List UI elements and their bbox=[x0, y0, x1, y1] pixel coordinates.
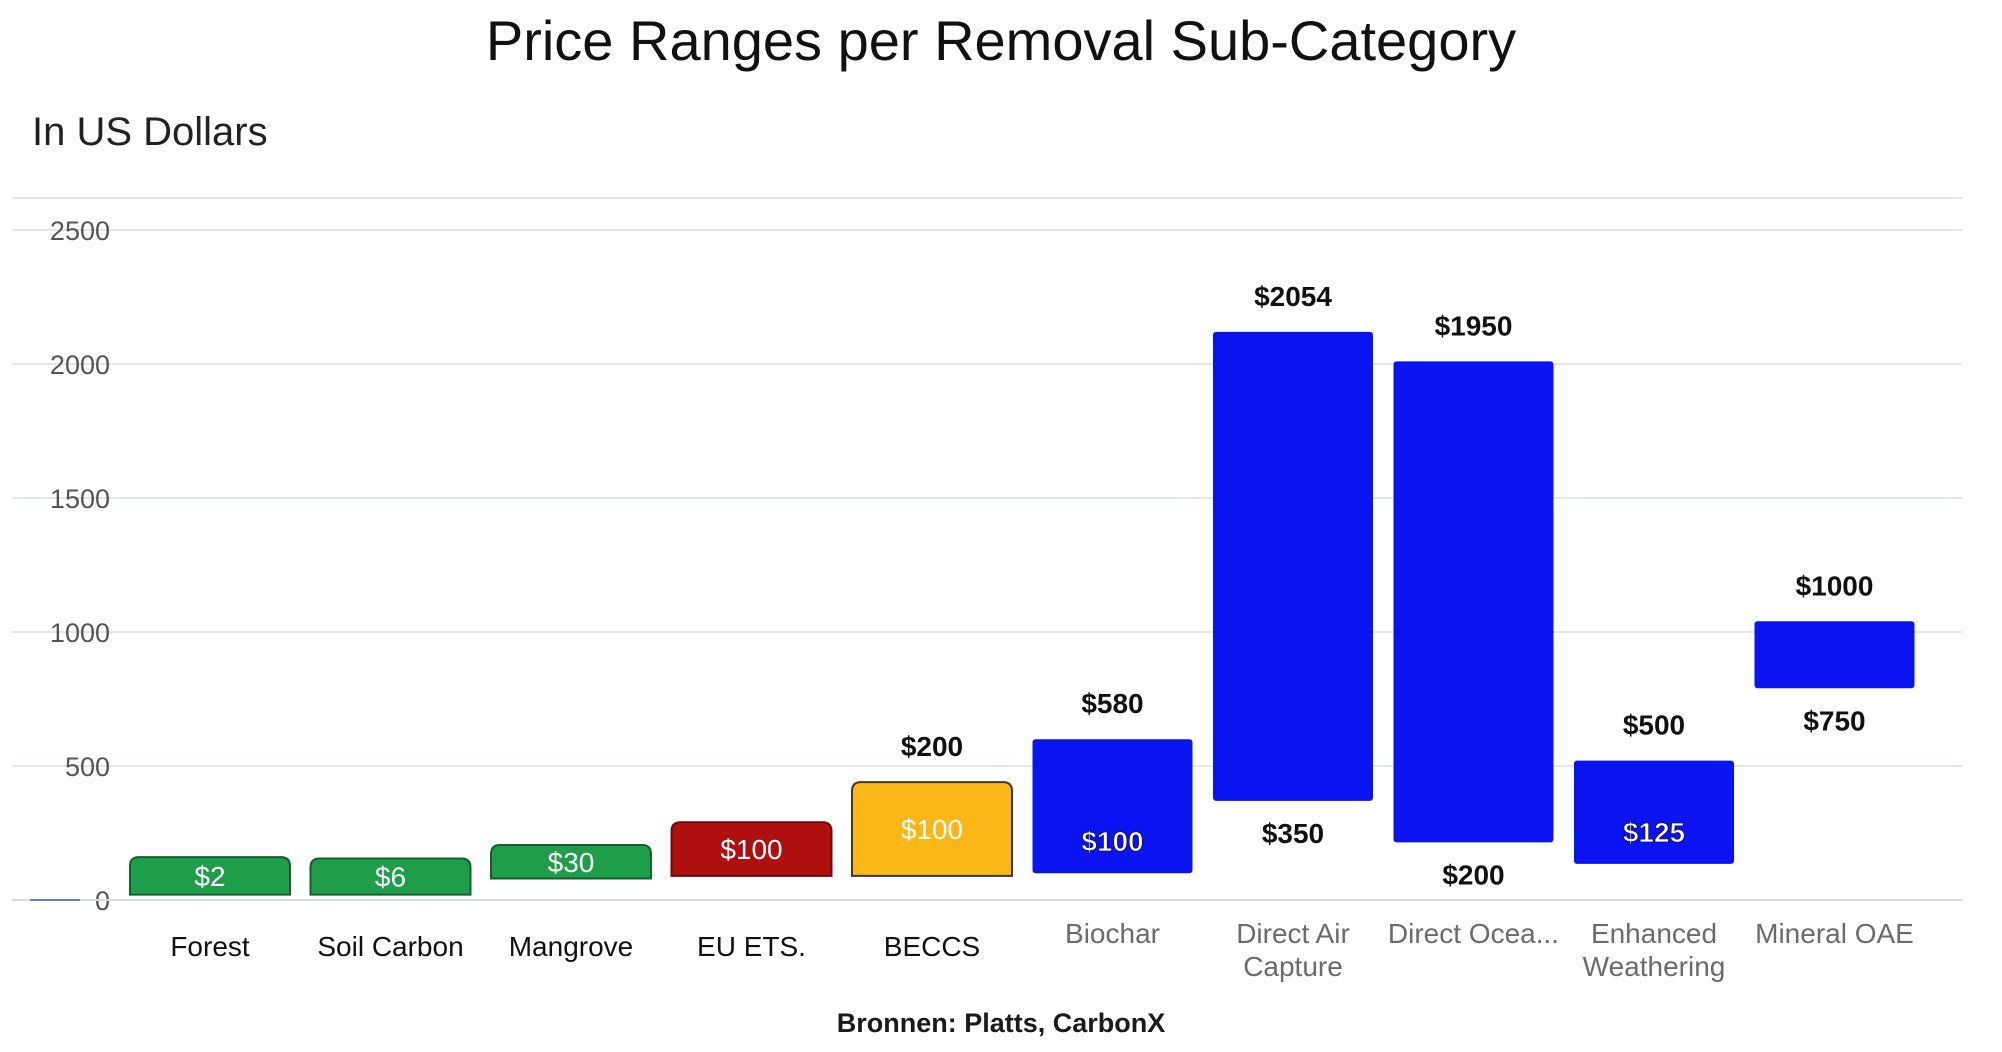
x-tick-label: Direct Air bbox=[1236, 918, 1350, 949]
bar-inner-label: $100 bbox=[1081, 826, 1143, 857]
chart-title: Price Ranges per Removal Sub-Category bbox=[485, 9, 1517, 72]
x-tick-label: Direct Ocea... bbox=[1388, 918, 1559, 949]
range-bar bbox=[1574, 760, 1734, 864]
bar-group: $1950 $200 Direct Ocea... bbox=[1388, 310, 1559, 949]
bar-inner-label: $30 bbox=[548, 847, 595, 878]
bar-group: $2 Forest bbox=[129, 856, 291, 962]
range-bar bbox=[1754, 621, 1915, 689]
x-tick-label: Mineral OAE bbox=[1755, 918, 1914, 949]
bar-group: $100 EU ETS. bbox=[670, 821, 833, 962]
y-tick-label: 500 bbox=[65, 752, 110, 782]
bar-top-label: $1000 bbox=[1796, 570, 1874, 601]
y-tick-label: 1000 bbox=[50, 618, 110, 648]
bar-top-label: $500 bbox=[1623, 710, 1685, 741]
bar-top-label: $2054 bbox=[1254, 281, 1332, 312]
bar-top-label: $1950 bbox=[1435, 310, 1513, 341]
bar-inner-label: $100 bbox=[901, 814, 963, 845]
x-tick-label: Mangrove bbox=[509, 931, 634, 962]
range-bar bbox=[1393, 361, 1554, 843]
bar-group: $30 Mangrove bbox=[490, 844, 652, 962]
gridlines bbox=[12, 229, 1962, 767]
y-tick-label: 2000 bbox=[50, 350, 110, 380]
bar-inner-label: $125 bbox=[1623, 817, 1685, 848]
bar-inner-label: $100 bbox=[720, 834, 782, 865]
y-tick-label: 1500 bbox=[50, 484, 110, 514]
bar-group: $100 $200 BECCS bbox=[851, 731, 1013, 962]
bar-inner-label: $2 bbox=[194, 861, 225, 892]
range-bar bbox=[670, 821, 833, 877]
bar-bottom-label: $200 bbox=[1442, 859, 1504, 890]
x-tick-label: Forest bbox=[170, 931, 250, 962]
x-tick-label: Enhanced bbox=[1591, 918, 1717, 949]
bar-top-label: $200 bbox=[901, 731, 963, 762]
x-tick-label: Biochar bbox=[1065, 918, 1160, 949]
x-tick-label: Weathering bbox=[1583, 951, 1726, 982]
bar-group: $1000 $750 Mineral OAE bbox=[1754, 570, 1915, 949]
bar-group: $6 Soil Carbon bbox=[309, 857, 472, 962]
x-tick-label: EU ETS. bbox=[697, 931, 806, 962]
bar-bottom-label: $350 bbox=[1262, 818, 1324, 849]
x-tick-label: Soil Carbon bbox=[317, 931, 463, 962]
chart-source: Bronnen: Platts, CarbonX bbox=[836, 1008, 1166, 1038]
y-tick-label: 2500 bbox=[50, 216, 110, 246]
bar-inner-label: $6 bbox=[375, 862, 406, 893]
x-tick-label: Capture bbox=[1243, 951, 1343, 982]
x-tick-label: BECCS bbox=[884, 931, 980, 962]
range-bar bbox=[309, 857, 472, 896]
range-bar bbox=[1032, 739, 1193, 874]
range-bar bbox=[490, 844, 652, 880]
bar-group: $100 $580 Biochar bbox=[1032, 688, 1193, 949]
bar-bottom-label: $750 bbox=[1803, 705, 1865, 736]
range-bar bbox=[129, 856, 291, 896]
range-bar bbox=[851, 781, 1013, 877]
range-bar bbox=[1213, 331, 1373, 801]
chart-subtitle: In US Dollars bbox=[32, 110, 268, 154]
bar-top-label: $580 bbox=[1081, 688, 1143, 719]
